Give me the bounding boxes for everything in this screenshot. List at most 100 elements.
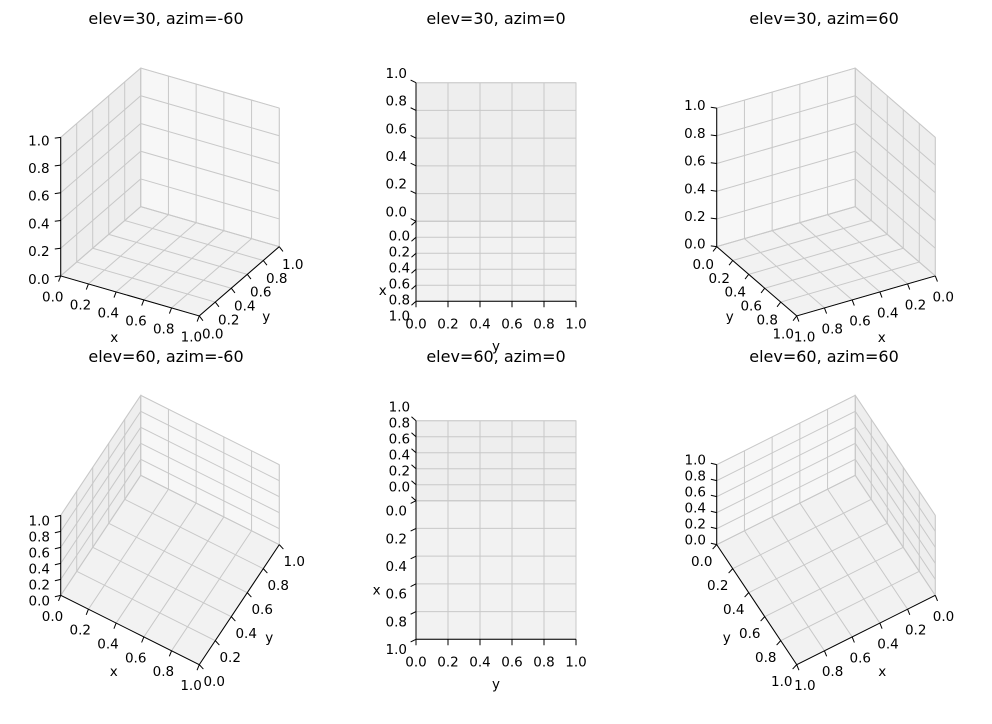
x-axis-label: x [110, 664, 118, 680]
grid-line [780, 570, 920, 642]
y-tick-mark [776, 301, 782, 308]
grid-line [140, 394, 280, 466]
subplot-title: elev=60, azim=60 [749, 347, 899, 366]
x-tick-label: 1.0 [794, 678, 815, 694]
grid-line [771, 516, 853, 638]
x-tick-mark [141, 299, 145, 306]
z-tick-mark [710, 106, 717, 109]
x-tick-mark [168, 307, 173, 314]
y-axis-line [198, 544, 280, 665]
y-axis-label: y [723, 630, 731, 646]
x-tick-mark [411, 220, 417, 226]
x-tick-label: 0.2 [70, 623, 91, 639]
x-tick-mark [907, 609, 911, 615]
x-tick-label: 0.6 [386, 587, 407, 603]
subplot-6: 0.00.20.40.60.81.0x0.00.20.40.60.81.0y0.… [685, 347, 955, 694]
x-tick-label: 1.0 [794, 330, 815, 346]
grid-line [827, 214, 908, 285]
grid-line [716, 178, 856, 220]
z-tick-mark [710, 217, 717, 220]
grid-line [732, 498, 872, 570]
y-tick-label: 0.2 [219, 650, 240, 666]
z-tick-label: 0.8 [685, 469, 706, 485]
grid-line [716, 95, 856, 137]
grid-line [780, 261, 920, 303]
grid-line [60, 95, 142, 166]
y-tick-mark [712, 544, 718, 550]
z-tick-mark [710, 542, 717, 546]
grid-line [716, 410, 856, 482]
y-tick-label: 0.0 [202, 326, 223, 342]
z-tick-label: 1.0 [685, 453, 706, 469]
x-tick-mark [85, 283, 89, 290]
x-tick-label: 0.4 [97, 306, 118, 322]
z-tick-label: 0.2 [685, 517, 706, 533]
subplot-title: elev=30, azim=-60 [88, 9, 243, 28]
x-tick-label: 0.0 [42, 609, 63, 625]
y-tick-label: 0.2 [437, 316, 458, 332]
x-tick-label: 0.2 [70, 298, 91, 314]
x-tick-mark [411, 236, 417, 242]
y-tick-label: 1.0 [282, 257, 303, 273]
z-tick-label: 0.0 [685, 533, 706, 549]
z-tick-label: 0.8 [28, 161, 49, 177]
x-tick-label: 0.8 [386, 614, 407, 630]
y-tick-label: 0.2 [218, 312, 239, 328]
y-tick-mark [262, 568, 268, 574]
grid-line [854, 178, 936, 249]
grid-line [76, 261, 216, 303]
grid-line [827, 488, 908, 610]
x-tick-label: 0.6 [850, 650, 871, 666]
y-axis-label: y [726, 309, 734, 325]
z-tick-mark [54, 275, 61, 278]
x-tick-label: 0.8 [389, 293, 410, 309]
z-tick-mark [411, 432, 417, 438]
x-tick-label: 0.2 [905, 298, 926, 314]
y-tick-label: 1.0 [771, 674, 792, 690]
x-axis-label: x [110, 330, 118, 346]
z-tick-mark [710, 162, 717, 164]
grid-line [748, 522, 888, 594]
y-tick-mark [246, 592, 252, 598]
z-tick-mark [410, 107, 417, 111]
x-tick-mark [411, 252, 417, 258]
grid-line [60, 150, 142, 221]
y-tick-mark [760, 287, 766, 294]
grid-line [60, 395, 142, 516]
subplot-3: 0.00.20.40.60.81.0 x0.00.20.40.60.81.0y0.… [684, 9, 954, 346]
x-tick-mark [58, 275, 62, 282]
x-tick-mark [410, 527, 417, 532]
y-tick-mark [214, 301, 220, 308]
x-tick-label: 0.4 [877, 306, 898, 322]
grid-line [854, 411, 936, 532]
z-tick-mark [410, 162, 417, 167]
x-tick-label: 0.2 [389, 245, 410, 261]
z-tick-label: 0.4 [684, 181, 705, 197]
y-tick-mark [712, 246, 718, 252]
x-pane [415, 420, 577, 502]
subplot-2: 0.00.20.40.60.81.0x0.0 0.2 0.4 0.6 0.8 1.0y0.… [379, 9, 587, 354]
x-tick-label: 0.4 [97, 637, 118, 653]
grid-line [140, 123, 280, 164]
z-tick-mark [410, 135, 417, 139]
z-tick-mark [54, 514, 61, 518]
x-axis-line [60, 594, 200, 666]
x-tick-label: 0.0 [389, 229, 410, 245]
x-tick-mark [196, 315, 200, 322]
x-tick-mark [85, 609, 89, 615]
y-tick-label: 0.0 [405, 316, 426, 332]
z-tick-label: 0.0 [386, 204, 407, 220]
y-axis-label: y [265, 630, 273, 646]
z-tick-label: 1.0 [386, 66, 407, 82]
y-axis-label: y [492, 676, 500, 692]
z-tick-label: 0.0 [28, 272, 49, 288]
y-tick-mark [792, 664, 798, 670]
grid-line [744, 530, 825, 652]
grid-line [143, 230, 225, 301]
y-tick-mark [198, 315, 204, 321]
z-tick-label: 1.0 [28, 133, 49, 149]
grid-line [140, 442, 280, 514]
z-tick-label: 0.4 [28, 216, 49, 232]
x-tick-mark [411, 268, 417, 274]
z-tick-mark [710, 478, 717, 482]
